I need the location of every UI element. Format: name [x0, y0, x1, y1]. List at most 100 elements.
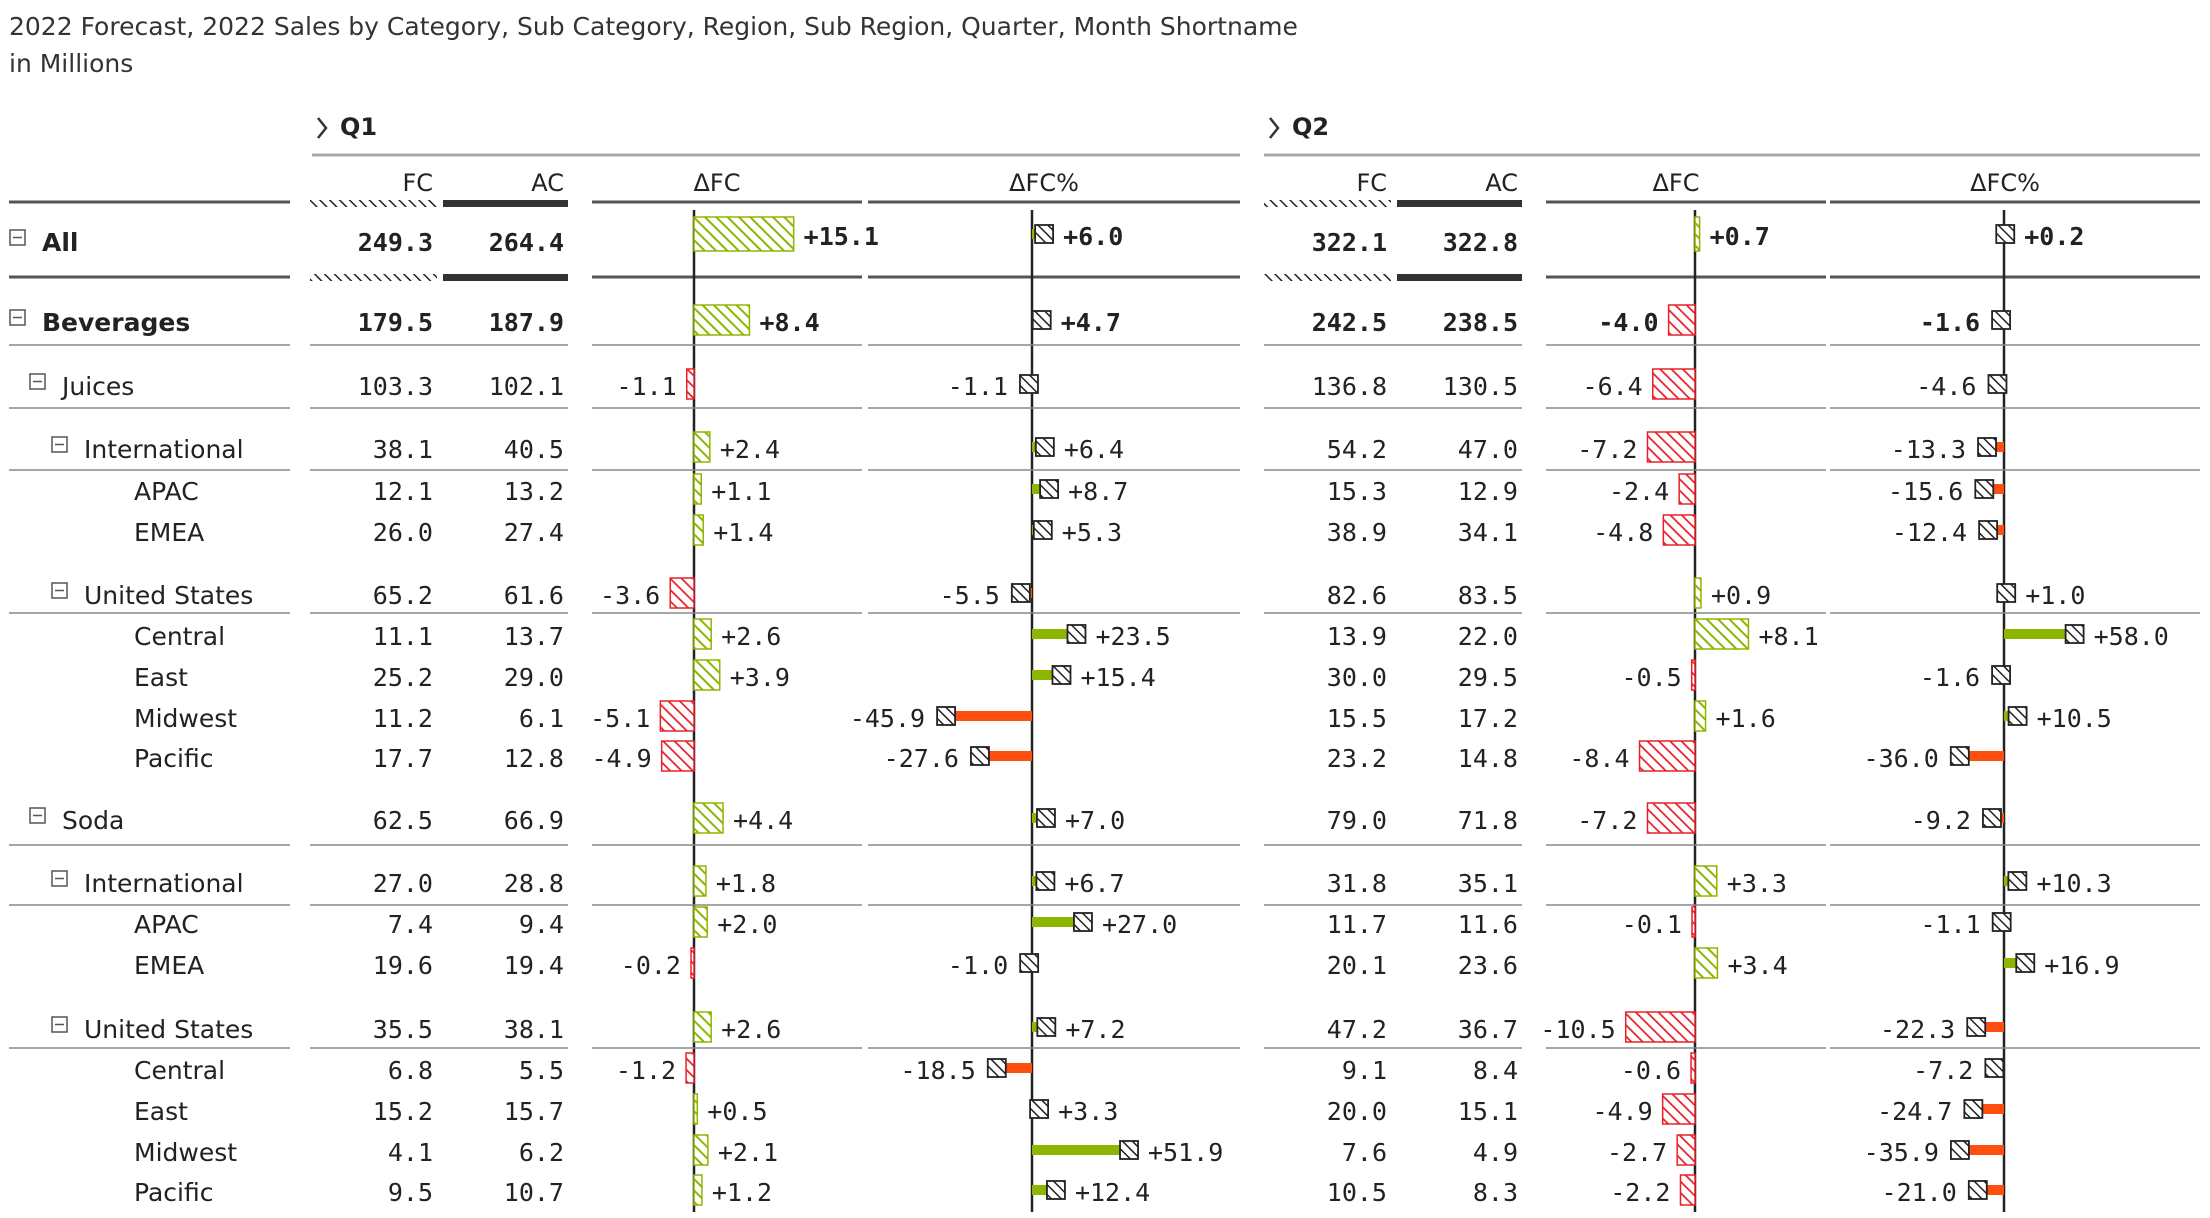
fc-value: 20.0: [1327, 1097, 1387, 1126]
dfc-label: +1.8: [716, 869, 776, 898]
dfcpct-pin: [1032, 1145, 1129, 1155]
dfcpct-head: [1982, 808, 2002, 828]
collapse-toggle-icon[interactable]: [51, 1016, 68, 1033]
dfc-label: -5.1: [590, 704, 650, 733]
dfc-label: -1.2: [616, 1056, 676, 1085]
dfc-bar: [693, 304, 751, 336]
ac-total-bar: [1397, 274, 1522, 281]
dfcpct-pin: [1977, 1022, 2004, 1032]
row-label: International: [84, 435, 244, 464]
quarter-header-q1: Q1: [340, 113, 377, 141]
dfcpct-head: [1019, 374, 1039, 394]
dfc-label: -7.2: [1577, 435, 1637, 464]
dfcpct-pin: [2004, 958, 2025, 968]
dfc-bar: [1694, 216, 1701, 252]
dfc-bar: [685, 368, 695, 400]
ac-total-bar: [443, 274, 568, 281]
dfcpct-head: [1996, 583, 2017, 603]
collapse-toggle-icon[interactable]: [29, 373, 46, 390]
ac-value: 13.7: [504, 622, 564, 651]
fc-total-bar: [1264, 274, 1391, 281]
col-header-dfcpct: ΔFC%: [1970, 169, 2040, 197]
dfc-bar: [693, 659, 721, 691]
collapse-toggle-icon[interactable]: [9, 229, 26, 246]
dfc-label: -10.5: [1540, 1015, 1615, 1044]
ac-value: 15.7: [504, 1097, 564, 1126]
ac-value: 22.0: [1458, 622, 1518, 651]
ac-value: 28.8: [504, 869, 564, 898]
minus-box-icon: [9, 309, 26, 326]
dfc-label: -0.1: [1622, 910, 1682, 939]
ac-value: 14.8: [1458, 744, 1518, 773]
dfc-bar: [693, 1011, 712, 1043]
ac-value: 61.6: [504, 581, 564, 610]
dfcpct-pin: [980, 751, 1032, 761]
dfcpct-head: [1066, 624, 1087, 644]
ac-value: 47.0: [1458, 435, 1518, 464]
dfc-bar: [1694, 947, 1719, 979]
collapse-toggle-icon[interactable]: [51, 582, 68, 599]
dfcpct-label: -45.9: [850, 704, 925, 733]
report-title-line1: 2022 Forecast, 2022 Sales by Category, S…: [9, 12, 1298, 41]
minus-box-icon: [29, 373, 46, 390]
fc-value: 13.9: [1327, 622, 1387, 651]
dfcpct-label: +16.9: [2044, 951, 2119, 980]
dfcpct-pin: [1032, 917, 1082, 927]
dfc-bar: [1667, 304, 1696, 336]
fc-value: 179.5: [358, 308, 433, 337]
fc-total-bar: [310, 274, 437, 281]
row-label: APAC: [134, 477, 199, 506]
dfcpct-label: +7.2: [1065, 1015, 1125, 1044]
row-label: EMEA: [134, 518, 204, 547]
fc-value: 54.2: [1327, 435, 1387, 464]
ac-value: 27.4: [504, 518, 564, 547]
dfc-label: +3.9: [730, 663, 790, 692]
dfcpct-label: +10.5: [2037, 704, 2112, 733]
fc-value: 7.4: [388, 910, 433, 939]
dfcpct-label: -1.1: [1920, 910, 1980, 939]
col-header-dfc: ΔFC: [694, 169, 741, 197]
fc-value: 20.1: [1327, 951, 1387, 980]
fc-value: 62.5: [373, 806, 433, 835]
dfcpct-head: [1966, 1017, 1987, 1037]
dfc-bar: [693, 1093, 699, 1125]
collapse-toggle-icon[interactable]: [51, 870, 68, 887]
row-label: East: [134, 663, 188, 692]
dfcpct-head: [1995, 224, 2016, 244]
dfcpct-label: -18.5: [901, 1056, 976, 1085]
dfcpct-label: +51.9: [1148, 1138, 1223, 1167]
dfc-label: -2.7: [1607, 1138, 1667, 1167]
collapse-toggle-icon[interactable]: [29, 807, 46, 824]
dfcpct-head: [1987, 374, 2008, 394]
dfc-bar: [693, 473, 703, 505]
dfc-label: -4.9: [1592, 1097, 1652, 1126]
fc-value: 26.0: [373, 518, 433, 547]
report-title: 2022 Forecast, 2022 Sales by Category, S…: [9, 8, 1298, 82]
fc-value: 82.6: [1327, 581, 1387, 610]
ac-value: 102.1: [489, 372, 564, 401]
dfcpct-head: [1034, 437, 1055, 457]
dfc-label: +1.4: [713, 518, 773, 547]
dfc-bar: [690, 947, 695, 979]
ac-legend-bar: [443, 200, 568, 207]
dfcpct-label: +58.0: [2094, 622, 2169, 651]
collapse-toggle-icon[interactable]: [9, 309, 26, 326]
dfcpct-pin: [1032, 629, 1076, 639]
ac-value: 40.5: [504, 435, 564, 464]
dfc-bar: [1652, 368, 1696, 400]
dfcpct-head: [1949, 746, 1970, 766]
row-label: Pacific: [134, 744, 213, 773]
dfc-label: -2.2: [1610, 1178, 1670, 1207]
fc-value: 38.9: [1327, 518, 1387, 547]
dfc-label: -1.1: [617, 372, 677, 401]
dfc-label: -2.4: [1609, 477, 1669, 506]
dfcpct-label: -22.3: [1880, 1015, 1955, 1044]
ac-value: 29.0: [504, 663, 564, 692]
ac-value: 71.8: [1458, 806, 1518, 835]
dfcpct-head: [1035, 871, 1056, 891]
dfcpct-head: [1019, 953, 1040, 973]
collapse-toggle-icon[interactable]: [51, 436, 68, 453]
dfc-label: -0.2: [621, 951, 681, 980]
ac-value: 29.5: [1458, 663, 1518, 692]
